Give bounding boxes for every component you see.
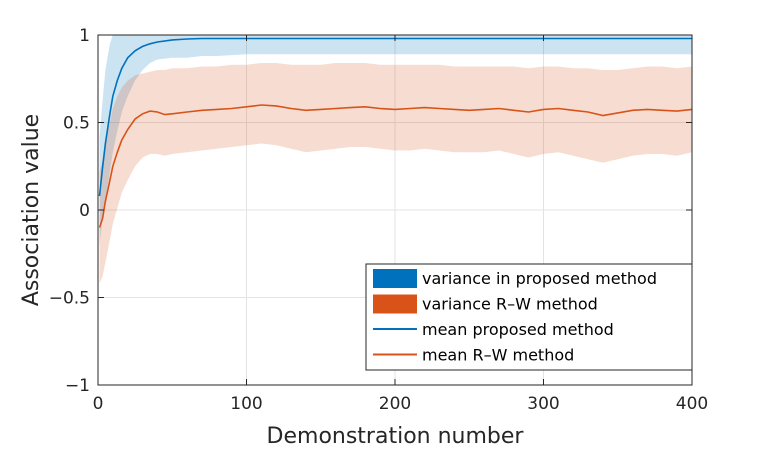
tick-labels: 0 100 200 300 400 −1 −0.5 0 0.5 1 <box>49 26 709 414</box>
variance-bands <box>99 35 692 284</box>
legend-label: variance in proposed method <box>422 269 657 288</box>
x-tick-label: 300 <box>527 394 559 414</box>
variance-band-proposed <box>99 35 692 245</box>
x-tick-label: 400 <box>676 394 708 414</box>
mean-lines <box>98 37 693 228</box>
y-tick-label: −1 <box>65 376 90 396</box>
x-tick-label: 100 <box>230 394 262 414</box>
legend-swatch <box>373 269 417 288</box>
axes <box>97 34 693 386</box>
mean-line-proposed <box>98 37 692 197</box>
x-axis-label: Demonstration number <box>267 424 525 449</box>
y-tick-label: −0.5 <box>49 289 90 309</box>
legend-label: mean proposed method <box>422 320 614 339</box>
legend: variance in proposed method variance R–W … <box>365 263 693 371</box>
legend-label: mean R–W method <box>422 346 574 365</box>
legend-swatch <box>373 294 417 314</box>
mean-line-rw <box>98 104 693 228</box>
x-tick-label: 200 <box>379 394 411 414</box>
y-tick-label: 0.5 <box>63 114 90 134</box>
variance-band-rw <box>99 63 692 284</box>
y-axis-label: Association value <box>19 114 44 306</box>
y-tick-label: 0 <box>79 201 90 221</box>
y-tick-label: 1 <box>79 26 90 46</box>
legend-label: variance R–W method <box>422 295 598 314</box>
x-tick-label: 0 <box>93 394 104 414</box>
legend-box <box>365 263 693 371</box>
